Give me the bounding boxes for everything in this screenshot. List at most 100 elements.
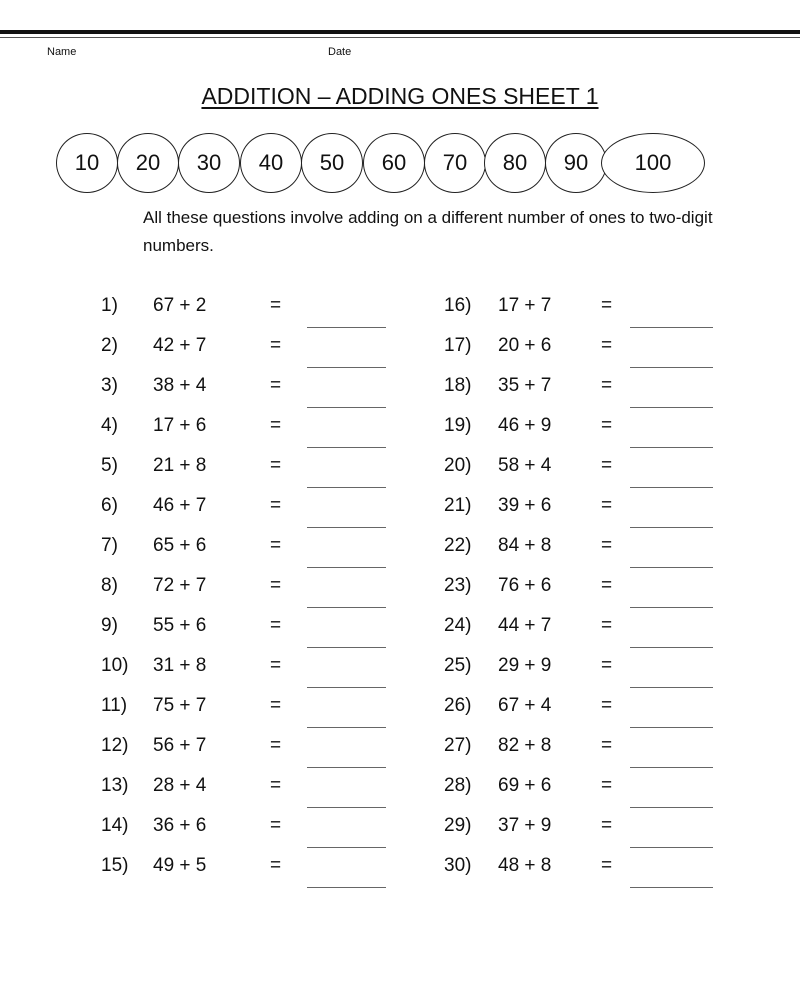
equals-sign: = bbox=[270, 735, 282, 756]
answer-blank[interactable] bbox=[307, 847, 386, 848]
equals-sign: = bbox=[601, 855, 613, 876]
answer-blank[interactable] bbox=[307, 807, 386, 808]
answer-blank[interactable] bbox=[307, 327, 386, 328]
question-number: 26) bbox=[444, 695, 472, 716]
answer-blank[interactable] bbox=[630, 887, 713, 888]
date-label: Date bbox=[328, 46, 352, 58]
question-expression: 76 + 6 bbox=[498, 575, 552, 596]
equals-sign: = bbox=[601, 615, 613, 636]
equals-sign: = bbox=[270, 375, 282, 396]
answer-blank[interactable] bbox=[630, 447, 713, 448]
answer-blank[interactable] bbox=[307, 647, 386, 648]
answer-blank[interactable] bbox=[307, 607, 386, 608]
answer-blank[interactable] bbox=[630, 607, 713, 608]
equals-sign: = bbox=[270, 495, 282, 516]
answer-blank[interactable] bbox=[630, 567, 713, 568]
question-number: 28) bbox=[444, 775, 472, 796]
number-circle: 40 bbox=[240, 133, 302, 193]
question-number: 7) bbox=[101, 535, 118, 556]
answer-blank[interactable] bbox=[307, 567, 386, 568]
equals-sign: = bbox=[270, 415, 282, 436]
number-circle: 50 bbox=[301, 133, 363, 193]
answer-blank[interactable] bbox=[630, 807, 713, 808]
equals-sign: = bbox=[601, 375, 613, 396]
question-expression: 75 + 7 bbox=[153, 695, 207, 716]
question-number: 21) bbox=[444, 495, 472, 516]
answer-blank[interactable] bbox=[307, 887, 386, 888]
equals-sign: = bbox=[270, 575, 282, 596]
name-label: Name bbox=[47, 46, 77, 58]
number-circle: 60 bbox=[363, 133, 425, 193]
number-circle: 30 bbox=[178, 133, 240, 193]
question-expression: 84 + 8 bbox=[498, 535, 552, 556]
question-expression: 38 + 4 bbox=[153, 375, 207, 396]
number-circle: 10 bbox=[56, 133, 118, 193]
equals-sign: = bbox=[270, 775, 282, 796]
question-expression: 67 + 4 bbox=[498, 695, 552, 716]
answer-blank[interactable] bbox=[630, 407, 713, 408]
answer-blank[interactable] bbox=[630, 647, 713, 648]
question-expression: 49 + 5 bbox=[153, 855, 207, 876]
question-expression: 42 + 7 bbox=[153, 335, 207, 356]
answer-blank[interactable] bbox=[630, 327, 713, 328]
answer-blank[interactable] bbox=[307, 447, 386, 448]
question-expression: 21 + 8 bbox=[153, 455, 207, 476]
answer-blank[interactable] bbox=[630, 767, 713, 768]
question-number: 18) bbox=[444, 375, 472, 396]
answer-blank[interactable] bbox=[630, 687, 713, 688]
equals-sign: = bbox=[270, 695, 282, 716]
question-number: 22) bbox=[444, 535, 472, 556]
answer-blank[interactable] bbox=[307, 727, 386, 728]
question-number: 11) bbox=[101, 695, 128, 716]
question-expression: 69 + 6 bbox=[498, 775, 552, 796]
answer-blank[interactable] bbox=[630, 847, 713, 848]
answer-blank[interactable] bbox=[630, 527, 713, 528]
equals-sign: = bbox=[601, 775, 613, 796]
number-circle: 100 bbox=[601, 133, 705, 193]
question-number: 15) bbox=[101, 855, 129, 876]
equals-sign: = bbox=[601, 495, 613, 516]
equals-sign: = bbox=[270, 655, 282, 676]
question-number: 17) bbox=[444, 335, 472, 356]
equals-sign: = bbox=[270, 455, 282, 476]
question-expression: 48 + 8 bbox=[498, 855, 552, 876]
question-expression: 46 + 7 bbox=[153, 495, 207, 516]
answer-blank[interactable] bbox=[630, 367, 713, 368]
equals-sign: = bbox=[601, 415, 613, 436]
answer-blank[interactable] bbox=[307, 687, 386, 688]
question-number: 16) bbox=[444, 295, 472, 316]
equals-sign: = bbox=[601, 815, 613, 836]
question-expression: 36 + 6 bbox=[153, 815, 207, 836]
question-expression: 72 + 7 bbox=[153, 575, 207, 596]
question-expression: 28 + 4 bbox=[153, 775, 207, 796]
equals-sign: = bbox=[270, 615, 282, 636]
top-border-thin bbox=[0, 37, 800, 38]
question-number: 10) bbox=[101, 655, 129, 676]
answer-blank[interactable] bbox=[307, 367, 386, 368]
equals-sign: = bbox=[601, 535, 613, 556]
question-expression: 17 + 7 bbox=[498, 295, 552, 316]
equals-sign: = bbox=[270, 535, 282, 556]
equals-sign: = bbox=[601, 735, 613, 756]
answer-blank[interactable] bbox=[307, 487, 386, 488]
equals-sign: = bbox=[270, 335, 282, 356]
question-expression: 67 + 2 bbox=[153, 295, 207, 316]
question-number: 29) bbox=[444, 815, 472, 836]
number-circle: 90 bbox=[545, 133, 607, 193]
question-number: 8) bbox=[101, 575, 118, 596]
answer-blank[interactable] bbox=[630, 487, 713, 488]
equals-sign: = bbox=[601, 335, 613, 356]
question-expression: 82 + 8 bbox=[498, 735, 552, 756]
question-number: 30) bbox=[444, 855, 472, 876]
answer-blank[interactable] bbox=[630, 727, 713, 728]
equals-sign: = bbox=[270, 295, 282, 316]
answer-blank[interactable] bbox=[307, 767, 386, 768]
answer-blank[interactable] bbox=[307, 527, 386, 528]
question-expression: 39 + 6 bbox=[498, 495, 552, 516]
answer-blank[interactable] bbox=[307, 407, 386, 408]
question-expression: 44 + 7 bbox=[498, 615, 552, 636]
question-expression: 58 + 4 bbox=[498, 455, 552, 476]
question-number: 3) bbox=[101, 375, 118, 396]
question-expression: 35 + 7 bbox=[498, 375, 552, 396]
